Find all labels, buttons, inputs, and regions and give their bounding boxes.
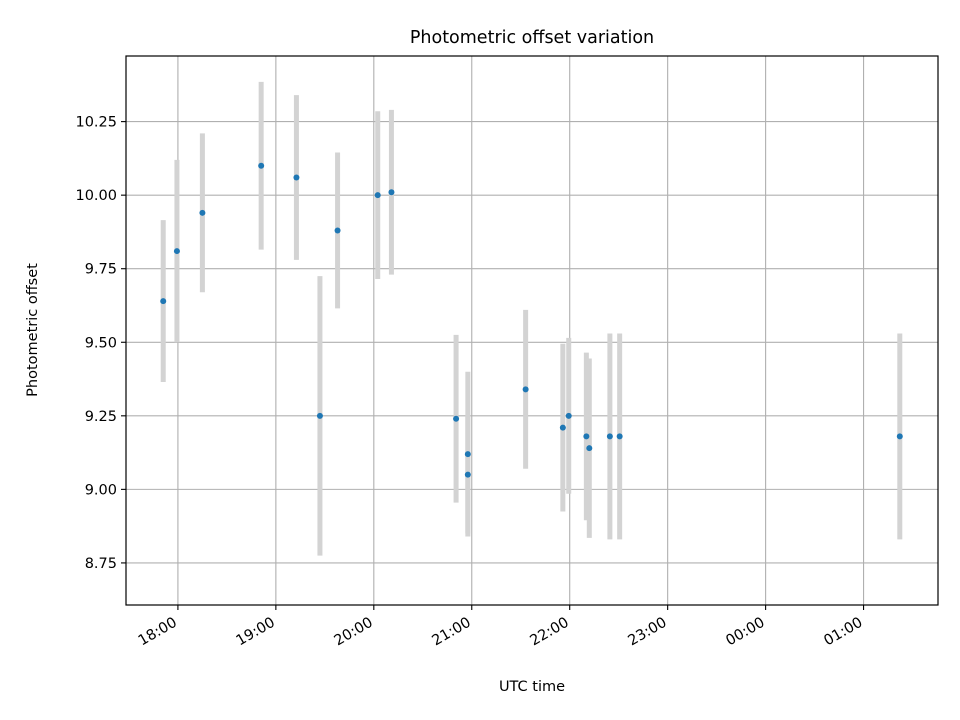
y-tick-label: 10.25	[75, 115, 117, 131]
x-axis-label: UTC time	[499, 679, 565, 695]
y-tick-label: 9.75	[85, 262, 117, 278]
data-point	[388, 189, 395, 196]
data-points	[160, 162, 903, 478]
data-point	[896, 433, 903, 440]
y-tick-label: 9.00	[85, 482, 117, 498]
data-point	[334, 227, 341, 234]
data-point	[453, 415, 460, 422]
data-point	[616, 433, 623, 440]
plot-frame	[125, 55, 939, 606]
grid-lines	[126, 56, 938, 605]
data-point	[559, 424, 566, 431]
data-point	[583, 433, 590, 440]
data-point	[173, 248, 180, 255]
data-point	[464, 471, 471, 478]
data-point	[160, 298, 167, 305]
y-tick-label: 10.00	[75, 188, 117, 204]
y-tick-label: 9.25	[85, 409, 117, 425]
data-point	[565, 412, 572, 419]
data-point	[586, 445, 593, 452]
data-point	[606, 433, 613, 440]
data-point	[374, 192, 381, 199]
data-point	[293, 174, 300, 181]
data-point	[258, 162, 265, 169]
data-point	[464, 451, 471, 458]
y-axis-label: Photometric offset	[25, 263, 41, 397]
y-tick-label: 8.75	[85, 556, 117, 572]
chart-title: Photometric offset variation	[410, 28, 654, 48]
data-point	[522, 386, 529, 393]
data-point	[199, 209, 206, 216]
y-tick-label: 9.50	[85, 335, 117, 351]
data-point	[316, 412, 323, 419]
